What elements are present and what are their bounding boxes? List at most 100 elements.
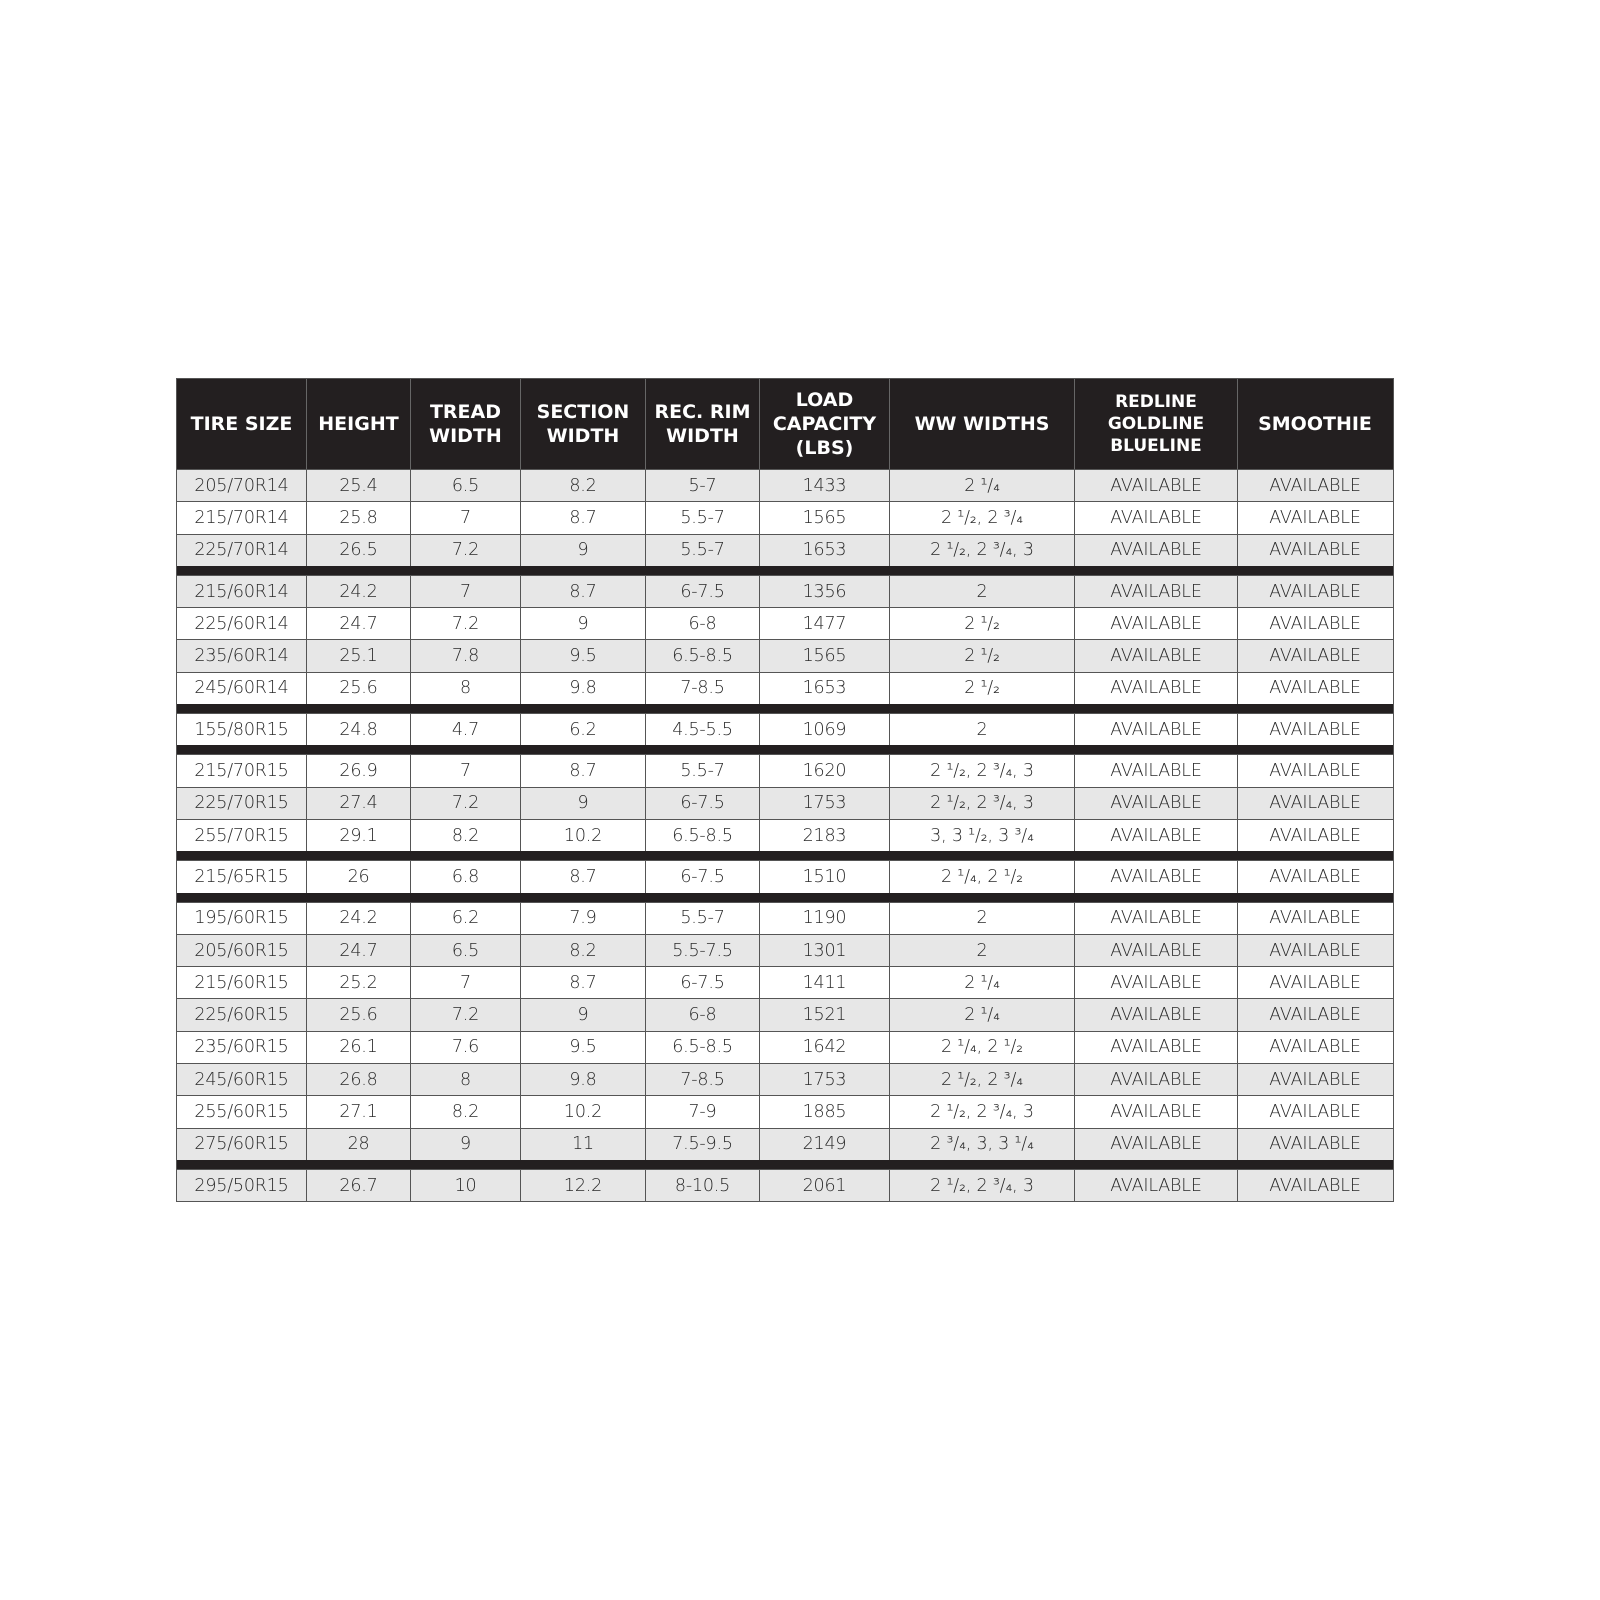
cell-ww-widths: 2 ¹/₄ [890,999,1075,1031]
cell-tread-width: 7.2 [411,999,521,1031]
cell-tire-size: 225/70R14 [177,534,307,566]
cell-load-capacity: 1301 [760,934,890,967]
cell-tire-size: 255/70R15 [177,819,307,852]
table-row: 195/60R15 24.2 6.2 7.9 5.5-7 1190 2 AVAILABLE AV… [177,901,1393,934]
cell-tread-width: 7 [411,967,521,999]
cell-redline-goldline-blueline: AVAILABLE [1075,1031,1238,1064]
table-row: 205/70R14 25.4 6.5 8.2 5-7 1433 2 ¹/₄ AVAILABLE… [177,469,1393,502]
cell-smoothie: AVAILABLE [1269,908,1361,929]
cell-tire-size: 215/70R15 [177,755,307,787]
cell-tread-width: 6.8 [411,861,521,893]
cell-tread-width: 6.5 [411,934,521,967]
table-row: 245/60R14 25.6 8 9.8 7-8.5 1653 2 ¹/₂ AVAILABLE… [177,671,1393,705]
cell-section-width: 9.8 [521,672,646,705]
cell-height: 26.5 [307,534,411,566]
cell-rec-rim-width: 7-9 [646,1096,760,1128]
cell-tread-width: 6.2 [411,902,521,934]
cell-tread-width: 7 [411,502,521,534]
cell-rec-rim-width: 5.5-7.5 [646,934,760,967]
cell-height: 25.4 [307,470,411,502]
cell-section-width: 8.2 [521,934,646,967]
cell-height: 26.9 [307,755,411,787]
cell-rec-rim-width: 6-7.5 [646,861,760,893]
cell-rec-rim-width: 6.5-8.5 [646,640,760,672]
cell-load-capacity: 1510 [760,861,890,893]
cell-section-width: 8.7 [521,502,646,534]
cell-rec-rim-width: 5.5-7 [646,534,760,566]
cell-height: 26.8 [307,1064,411,1096]
cell-ww-widths: 2 ¹/₂ [890,608,1075,640]
cell-redline-goldline-blueline: AVAILABLE [1075,1096,1238,1128]
cell-ww-widths: 2 ¹/₂, 2 ³/₄ [890,502,1075,534]
header-redline-goldline-blueline: REDLINE GOLDLINE BLUELINE [1075,379,1238,469]
cell-tread-width: 7.8 [411,640,521,672]
cell-tread-width: 7 [411,755,521,787]
table-row: 215/60R15 25.2 7 8.7 6-7.5 1411 2 ¹/₄ AVAILABLE… [177,966,1393,999]
cell-redline-goldline-blueline: AVAILABLE [1075,502,1238,534]
cell-redline-goldline-blueline: AVAILABLE [1075,575,1238,608]
cell-rec-rim-width: 6-8 [646,999,760,1031]
cell-section-width: 8.7 [521,967,646,999]
cell-redline-goldline-blueline: AVAILABLE [1075,787,1238,819]
cell-height: 27.1 [307,1096,411,1128]
cell-load-capacity: 1565 [760,640,890,672]
cell-rec-rim-width: 7-8.5 [646,1064,760,1096]
cell-section-width: 10.2 [521,819,646,852]
cell-height: 24.7 [307,608,411,640]
cell-tread-width: 8.2 [411,1096,521,1128]
cell-rec-rim-width: 7.5-9.5 [646,1128,760,1160]
cell-tire-size: 255/60R15 [177,1096,307,1128]
header-tread-width: TREAD WIDTH [411,379,521,469]
cell-section-width: 9 [521,787,646,819]
cell-tire-size: 225/60R15 [177,999,307,1031]
cell-tread-width: 4.7 [411,714,521,746]
cell-smoothie: AVAILABLE [1269,761,1361,782]
cell-redline-goldline-blueline: AVAILABLE [1075,755,1238,787]
cell-redline-goldline-blueline: AVAILABLE [1075,819,1238,852]
cell-tread-width: 7.2 [411,787,521,819]
cell-section-width: 11 [521,1128,646,1160]
cell-tire-size: 215/65R15 [177,861,307,893]
cell-ww-widths: 2 ¹/₄ [890,967,1075,999]
table-row: 235/60R15 26.1 7.6 9.5 6.5-8.5 1642 2 ¹/₄, 2 ¹… [177,1030,1393,1064]
cell-section-width: 8.7 [521,755,646,787]
cell-redline-goldline-blueline: AVAILABLE [1075,999,1238,1031]
cell-tire-size: 195/60R15 [177,902,307,934]
cell-redline-goldline-blueline: AVAILABLE [1075,714,1238,746]
cell-redline-goldline-blueline: AVAILABLE [1075,1128,1238,1160]
cell-load-capacity: 1356 [760,575,890,608]
cell-tire-size: 215/70R14 [177,502,307,534]
table-row: 215/65R15 26 6.8 8.7 6-7.5 1510 2 ¹/₄, 2 ¹/₂ AV… [177,860,1393,893]
cell-tire-size: 275/60R15 [177,1128,307,1160]
cell-load-capacity: 1620 [760,755,890,787]
cell-smoothie: AVAILABLE [1269,866,1361,887]
cell-ww-widths: 2 [890,714,1075,746]
cell-rec-rim-width: 5.5-7 [646,502,760,534]
cell-ww-widths: 2 ¹/₂, 2 ³/₄ [890,1064,1075,1096]
table-row: 255/70R15 29.1 8.2 10.2 6.5-8.5 2183 3, 3 ¹/₂,… [177,818,1393,852]
cell-smoothie: AVAILABLE [1269,719,1361,740]
group-separator [177,892,1393,902]
cell-tread-width: 7 [411,575,521,608]
cell-height: 25.8 [307,502,411,534]
cell-tire-size: 205/70R14 [177,470,307,502]
header-tire-size: TIRE SIZE [177,379,307,469]
cell-height: 26.1 [307,1031,411,1064]
cell-redline-goldline-blueline: AVAILABLE [1075,672,1238,705]
cell-rec-rim-width: 6-8 [646,608,760,640]
cell-load-capacity: 1565 [760,502,890,534]
table-row: 255/60R15 27.1 8.2 10.2 7-9 1885 2 ¹/₂, 2 ³/₄,… [177,1095,1393,1128]
table-row: 215/70R15 26.9 7 8.7 5.5-7 1620 2 ¹/₂, 2 ³/₄, … [177,754,1393,787]
cell-tread-width: 10 [411,1169,521,1202]
cell-load-capacity: 2061 [760,1169,890,1202]
cell-rec-rim-width: 6.5-8.5 [646,819,760,852]
cell-ww-widths: 2 ¹/₂ [890,672,1075,705]
table-row: 215/60R14 24.2 7 8.7 6-7.5 1356 2 AVAILABLE AVAI… [177,574,1393,608]
cell-tread-width: 7.2 [411,534,521,566]
cell-tread-width: 8.2 [411,819,521,852]
cell-smoothie: AVAILABLE [1269,1005,1361,1026]
cell-tire-size: 235/60R14 [177,640,307,672]
cell-smoothie: AVAILABLE [1269,475,1361,496]
cell-load-capacity: 1753 [760,1064,890,1096]
cell-section-width: 9.8 [521,1064,646,1096]
